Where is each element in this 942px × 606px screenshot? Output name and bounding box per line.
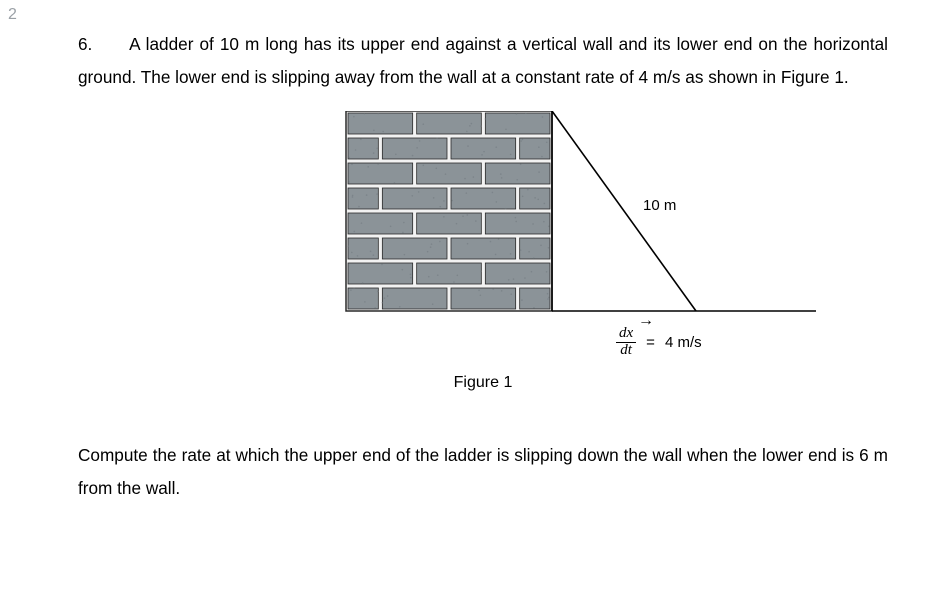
fraction-denominator: dt [617,343,635,359]
problem-statement: 6. A ladder of 10 m long has its upper e… [78,28,888,93]
problem-number: 6. [78,28,124,61]
rate-value: 4 m/s [665,334,702,351]
rate-expression: dx dt = 4 m/s [616,326,702,359]
problem-text: A ladder of 10 m long has its upper end … [78,34,888,87]
figure-svg [296,111,816,326]
fraction-numerator: dx [616,326,636,343]
ladder-length-label: 10 m [643,197,676,214]
figure-caption: Figure 1 [78,374,888,392]
document-body: 6. A ladder of 10 m long has its upper e… [0,0,942,505]
figure-1: 10 m → dx dt = 4 m/s Figure 1 [78,111,888,381]
equals-sign: = [646,334,655,351]
question-text: Compute the rate at which the upper end … [78,439,888,504]
page-number: 2 [8,6,17,24]
rate-fraction: dx dt [616,326,636,359]
